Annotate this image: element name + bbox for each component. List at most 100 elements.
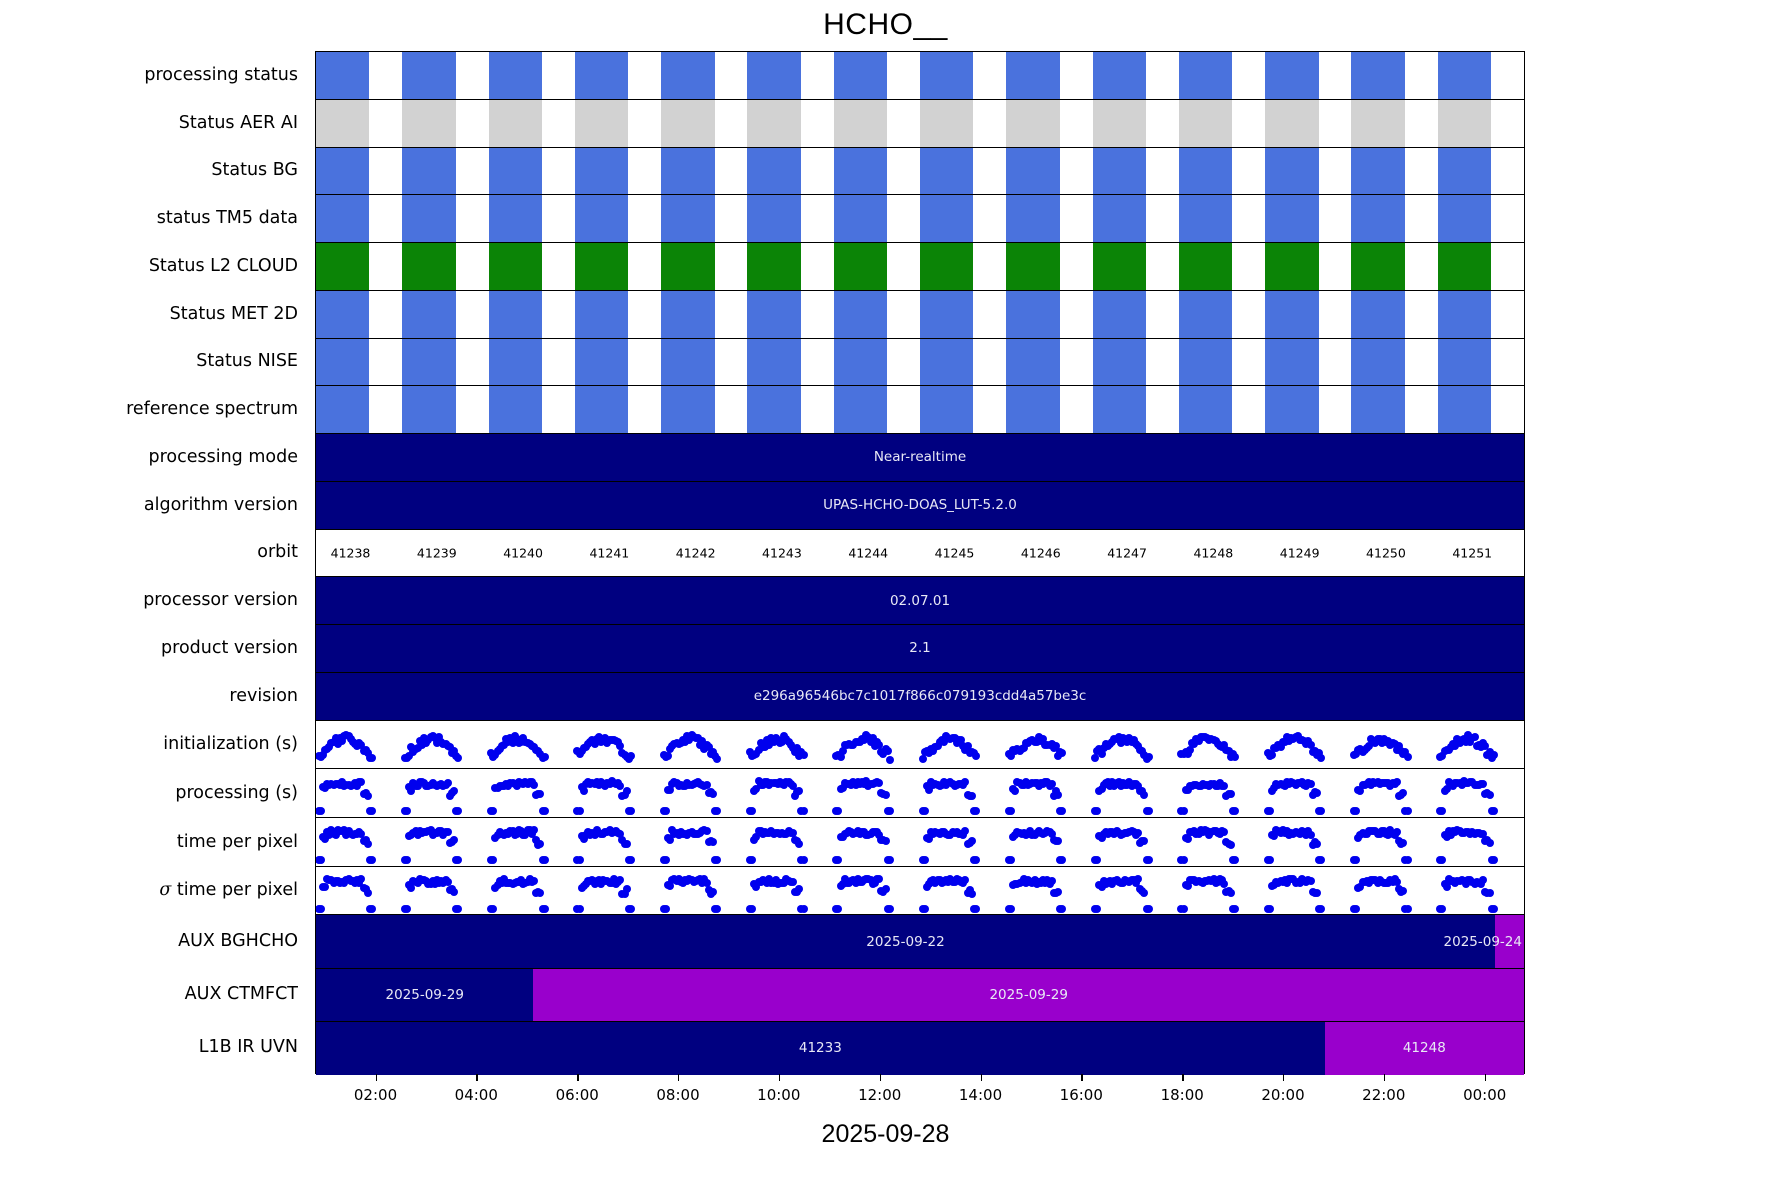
- scatter-point: [626, 904, 635, 913]
- scatter-point: [363, 791, 372, 800]
- scatter-point: [748, 855, 757, 864]
- x-axis-tick: [375, 1074, 377, 1081]
- scatter-track: [316, 866, 1524, 915]
- status-stripe: [1265, 243, 1319, 290]
- scatter-point: [1312, 888, 1321, 897]
- status-stripe: [574, 338, 629, 386]
- scatter-point: [778, 737, 787, 746]
- scatter-point: [1054, 836, 1063, 845]
- scatter-point: [862, 777, 871, 786]
- scatter-point: [664, 751, 672, 760]
- status-stripe: [1092, 52, 1147, 99]
- scatter-point: [666, 785, 675, 794]
- row-label-time-per-pixel: time per pixel: [176, 831, 298, 852]
- orbit-number: 41240: [503, 545, 543, 561]
- status-stripe: [574, 386, 629, 433]
- status-stripe: [1437, 290, 1492, 338]
- scatter-point: [357, 875, 366, 884]
- scatter-point: [763, 736, 772, 745]
- status-stripe: [402, 386, 456, 433]
- scatter-point: [1438, 855, 1447, 864]
- scatter-point: [626, 807, 635, 816]
- row-label-status-nise: Status NISE: [196, 351, 298, 372]
- scatter-point: [443, 877, 452, 886]
- scatter-point: [875, 778, 884, 787]
- orbit-number: 41244: [848, 545, 889, 561]
- scatter-point: [795, 752, 804, 761]
- scatter-point: [426, 826, 435, 835]
- scatter-point: [1403, 904, 1412, 913]
- status-stripe: [1092, 147, 1147, 195]
- orbit-row: 41238 41239 41240 41241 41242 41243 41244 41245…: [316, 529, 1524, 578]
- scatter-point: [685, 735, 694, 744]
- scatter-point: [1392, 878, 1401, 887]
- status-stripe: [1092, 99, 1147, 147]
- status-stripe: [1351, 290, 1405, 338]
- x-axis-tick-label: 20:00: [1261, 1086, 1305, 1104]
- x-axis-tick: [1383, 1074, 1386, 1081]
- scatter-point: [1129, 736, 1138, 745]
- status-stripe: [1092, 338, 1147, 386]
- scatter-point: [1095, 745, 1104, 754]
- scatter-point: [661, 904, 670, 913]
- scatter-point: [450, 747, 459, 756]
- scatter-point: [316, 904, 325, 913]
- scatter-point: [1479, 829, 1488, 838]
- x-axis-tick: [980, 1074, 982, 1081]
- scatter-point: [920, 904, 929, 913]
- scatter-point: [885, 807, 894, 816]
- status-stripe: [920, 386, 974, 433]
- scatter-point: [1364, 741, 1373, 750]
- timeline-segment-label: 2025-09-22: [866, 933, 945, 950]
- row-container: Near-realtime UPAS-HCHO-DOAS_LUT-5.2.0 412…: [316, 52, 1524, 1075]
- status-stripe: [1006, 99, 1060, 147]
- row-label-processing-status: processing status: [144, 64, 298, 85]
- scatter-point: [1352, 807, 1361, 816]
- status-stripe: [661, 290, 715, 338]
- scatter-point: [532, 835, 541, 844]
- status-stripe-row: [316, 290, 1524, 339]
- scatter-point: [696, 741, 705, 750]
- status-stripe: [1092, 243, 1147, 290]
- scatter-point: [417, 740, 426, 749]
- scatter-point: [879, 749, 888, 758]
- scatter-point: [1179, 807, 1188, 816]
- scatter-point: [353, 781, 362, 790]
- scatter-point: [1312, 839, 1321, 848]
- status-stripe: [920, 195, 974, 242]
- scatter-point: [1144, 807, 1153, 816]
- value-band: UPAS-HCHO-DOAS_LUT-5.2.0: [316, 481, 1524, 529]
- x-axis-tick-label: 12:00: [858, 1086, 902, 1104]
- scatter-point: [950, 733, 959, 742]
- scatter-point: [1270, 832, 1279, 841]
- scatter-point: [420, 733, 429, 742]
- status-stripe: [747, 243, 801, 290]
- scatter-point: [1058, 748, 1067, 757]
- value-band-label: 2.1: [909, 640, 931, 657]
- scatter-point: [1144, 904, 1153, 913]
- scatter-point: [1019, 743, 1028, 752]
- scatter-point: [1183, 881, 1192, 890]
- scatter-point: [788, 877, 797, 886]
- scatter-point: [361, 835, 370, 844]
- scatter-point: [413, 743, 422, 752]
- x-axis-tick-label: 06:00: [555, 1086, 599, 1104]
- scatter-point: [411, 826, 420, 835]
- scatter-point: [454, 904, 463, 913]
- scatter-point: [1280, 782, 1289, 791]
- scatter-point: [357, 740, 366, 749]
- status-stripe: [316, 52, 370, 99]
- scatter-point: [1481, 741, 1490, 750]
- x-axis-tick: [476, 1074, 478, 1081]
- scatter-point: [925, 835, 933, 844]
- scatter-point: [1317, 754, 1326, 763]
- scatter-point: [702, 826, 711, 835]
- status-stripe: [1006, 147, 1060, 195]
- page-title: HCHO__: [823, 8, 948, 41]
- scatter-point: [1317, 904, 1326, 913]
- scatter-point: [967, 837, 976, 846]
- scatter-point: [1097, 785, 1106, 794]
- scatter-point: [881, 837, 890, 846]
- scatter-point: [748, 904, 757, 913]
- status-stripe: [574, 52, 629, 99]
